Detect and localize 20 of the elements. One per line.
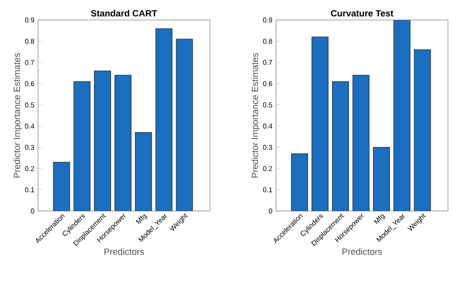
x-axis-title: Predictors: [342, 248, 382, 255]
y-axis-title: Predictor Importance Estimates: [251, 53, 260, 178]
bar: [332, 82, 349, 211]
bar: [94, 70, 111, 211]
bar: [394, 20, 410, 211]
bar: [114, 75, 132, 211]
x-axis-title: Predictors: [104, 248, 144, 255]
bar: [135, 132, 152, 211]
chart-title: Curvature Test: [330, 10, 394, 16]
y-axis-title: Predictor Importance Estimates: [13, 53, 22, 178]
bar: [74, 82, 90, 211]
chart-title: Standard CART: [91, 10, 158, 16]
bar: [414, 49, 431, 211]
bar: [312, 36, 328, 211]
bar: [373, 147, 390, 211]
bar: [156, 28, 172, 211]
bar: [352, 75, 370, 211]
bar: [291, 154, 308, 211]
bar: [53, 162, 70, 211]
bar: [176, 38, 193, 211]
